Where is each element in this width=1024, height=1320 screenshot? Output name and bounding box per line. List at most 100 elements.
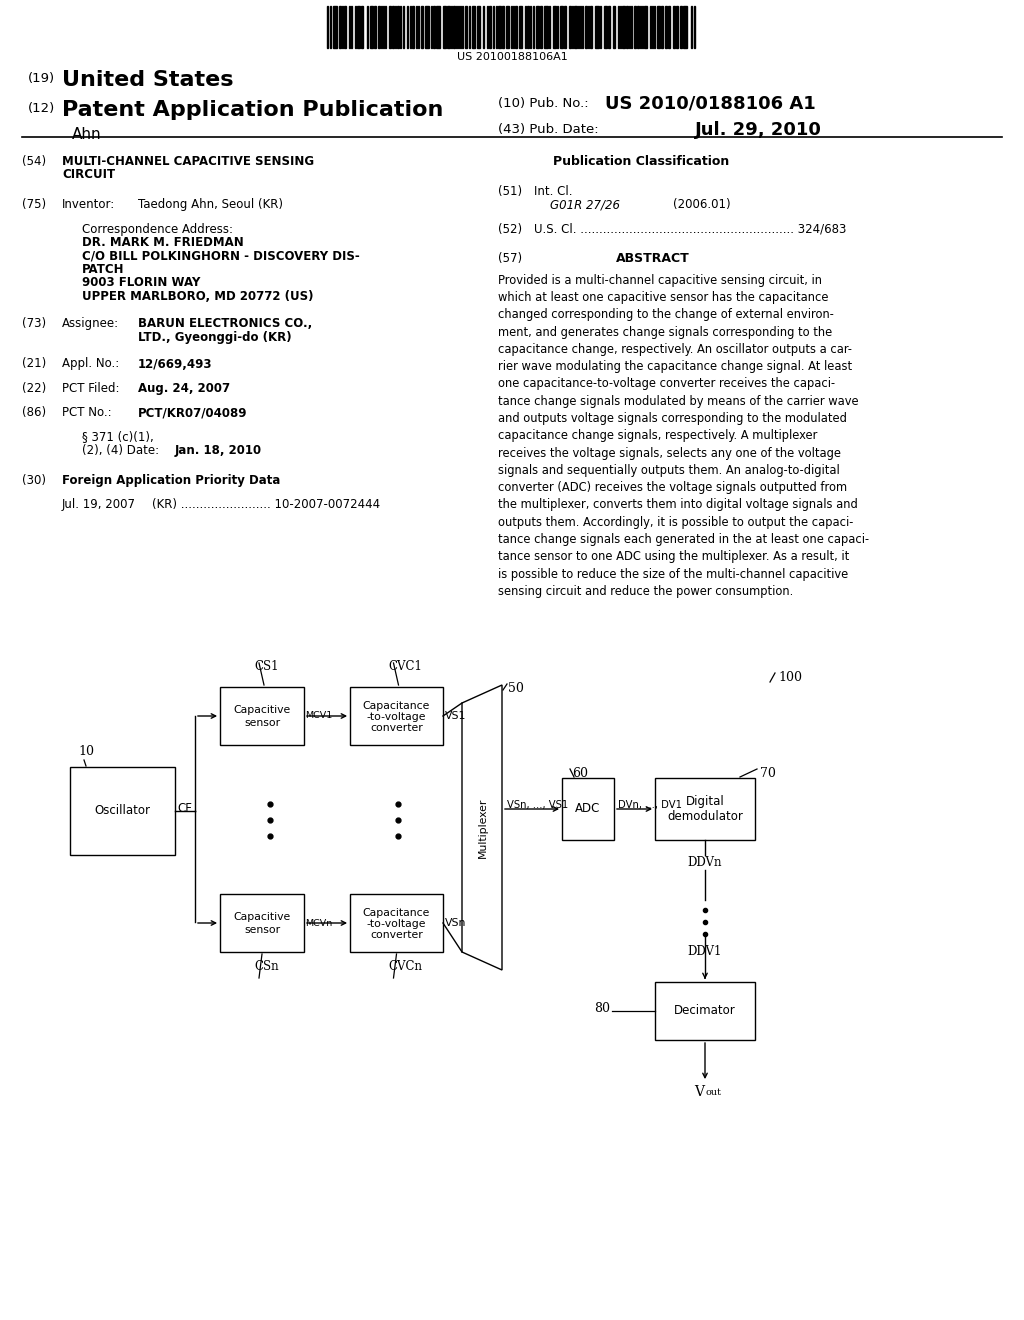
Bar xyxy=(662,7,663,48)
Text: (12): (12) xyxy=(28,102,55,115)
Text: changed corresponding to the change of external environ-: changed corresponding to the change of e… xyxy=(498,309,834,321)
Bar xyxy=(465,7,467,48)
Bar xyxy=(519,7,522,48)
Bar xyxy=(477,7,480,48)
Text: U.S. Cl. ......................................................... 324/683: U.S. Cl. ...............................… xyxy=(534,223,847,235)
Bar xyxy=(527,7,529,48)
Text: CSn: CSn xyxy=(254,960,279,973)
Text: (10) Pub. No.:: (10) Pub. No.: xyxy=(498,96,589,110)
Text: and outputs voltage signals corresponding to the modulated: and outputs voltage signals correspondin… xyxy=(498,412,847,425)
Bar xyxy=(425,7,429,48)
Text: Patent Application Publication: Patent Application Publication xyxy=(62,100,443,120)
Bar xyxy=(655,982,755,1040)
Bar xyxy=(536,7,539,48)
Bar xyxy=(389,7,391,48)
Text: VSn: VSn xyxy=(445,917,466,928)
Text: receives the voltage signals, selects any one of the voltage: receives the voltage signals, selects an… xyxy=(498,446,841,459)
Bar xyxy=(220,686,304,744)
Bar xyxy=(489,7,490,48)
Bar xyxy=(569,7,571,48)
Text: Jul. 19, 2007: Jul. 19, 2007 xyxy=(62,498,136,511)
Text: 50: 50 xyxy=(508,682,524,696)
Bar xyxy=(562,777,614,840)
Text: CS1: CS1 xyxy=(254,660,279,673)
Bar xyxy=(626,7,628,48)
Text: MULTI-CHANNEL CAPACITIVE SENSING: MULTI-CHANNEL CAPACITIVE SENSING xyxy=(62,154,314,168)
Text: DDV1: DDV1 xyxy=(688,945,722,958)
Text: Publication Classification: Publication Classification xyxy=(553,154,729,168)
Bar xyxy=(564,7,566,48)
Bar xyxy=(676,7,678,48)
Text: (75): (75) xyxy=(22,198,46,211)
Text: MCV1: MCV1 xyxy=(305,711,332,721)
Text: (30): (30) xyxy=(22,474,46,487)
Text: 80: 80 xyxy=(594,1002,610,1015)
Text: 12/669,493: 12/669,493 xyxy=(138,358,213,371)
Text: (51): (51) xyxy=(498,185,522,198)
Text: -to-voltage: -to-voltage xyxy=(367,711,426,722)
Bar xyxy=(604,7,607,48)
Bar xyxy=(634,7,636,48)
Bar xyxy=(595,7,599,48)
Text: (54): (54) xyxy=(22,154,46,168)
Bar xyxy=(370,7,373,48)
Text: PATCH: PATCH xyxy=(82,263,125,276)
Text: Ahn: Ahn xyxy=(72,127,101,143)
Text: (52): (52) xyxy=(498,223,522,235)
Text: tance change signals modulated by means of the carrier wave: tance change signals modulated by means … xyxy=(498,395,859,408)
Text: sensing circuit and reduce the power consumption.: sensing circuit and reduce the power con… xyxy=(498,585,794,598)
Bar xyxy=(560,7,563,48)
Bar xyxy=(506,7,509,48)
Bar xyxy=(220,894,304,952)
Text: VSn, ..., VS1: VSn, ..., VS1 xyxy=(507,800,568,810)
Text: 100: 100 xyxy=(778,671,802,684)
Text: Capacitance: Capacitance xyxy=(362,908,430,917)
Text: converter: converter xyxy=(370,931,423,940)
Text: Foreign Application Priority Data: Foreign Application Priority Data xyxy=(62,474,281,487)
Bar xyxy=(453,7,455,48)
Text: (86): (86) xyxy=(22,407,46,418)
Text: CIRCUIT: CIRCUIT xyxy=(62,169,115,181)
Text: Assignee:: Assignee: xyxy=(62,317,119,330)
Text: Inventor:: Inventor: xyxy=(62,198,116,211)
Text: CF: CF xyxy=(177,803,191,816)
Text: PCT Filed:: PCT Filed: xyxy=(62,381,120,395)
Bar xyxy=(436,7,440,48)
Bar xyxy=(544,7,548,48)
Bar xyxy=(622,7,625,48)
Text: Taedong Ahn, Seoul (KR): Taedong Ahn, Seoul (KR) xyxy=(138,198,283,211)
Text: Digital: Digital xyxy=(686,795,724,808)
Text: (43) Pub. Date:: (43) Pub. Date: xyxy=(498,123,599,136)
Text: 60: 60 xyxy=(572,767,588,780)
Text: ment, and generates change signals corresponding to the: ment, and generates change signals corre… xyxy=(498,326,833,339)
Text: -to-voltage: -to-voltage xyxy=(367,919,426,929)
Text: tance change signals each generated in the at least one capaci-: tance change signals each generated in t… xyxy=(498,533,869,546)
Text: 9003 FLORIN WAY: 9003 FLORIN WAY xyxy=(82,276,201,289)
Text: 70: 70 xyxy=(760,767,776,780)
Bar xyxy=(608,7,610,48)
Text: DVn, ..., DV1: DVn, ..., DV1 xyxy=(618,800,682,810)
Bar xyxy=(498,7,501,48)
Text: Appl. No.:: Appl. No.: xyxy=(62,358,119,371)
Bar xyxy=(673,7,675,48)
Text: C/O BILL POLKINGHORN - DISCOVERY DIS-: C/O BILL POLKINGHORN - DISCOVERY DIS- xyxy=(82,249,359,263)
Bar xyxy=(665,7,667,48)
Text: (73): (73) xyxy=(22,317,46,330)
Bar xyxy=(637,7,639,48)
Text: Int. Cl.: Int. Cl. xyxy=(534,185,572,198)
Bar xyxy=(502,7,504,48)
Bar xyxy=(357,7,360,48)
Text: DR. MARK M. FRIEDMAN: DR. MARK M. FRIEDMAN xyxy=(82,236,244,249)
Text: ABSTRACT: ABSTRACT xyxy=(616,252,690,265)
Bar xyxy=(644,7,647,48)
Text: VS1: VS1 xyxy=(445,711,466,721)
Text: (KR) ........................ 10-2007-0072444: (KR) ........................ 10-2007-00… xyxy=(152,498,380,511)
Text: Capacitive: Capacitive xyxy=(233,705,291,715)
Text: V: V xyxy=(694,1085,705,1100)
Text: signals and sequentially outputs them. An analog-to-digital: signals and sequentially outputs them. A… xyxy=(498,463,840,477)
Text: sensor: sensor xyxy=(244,718,280,729)
Bar xyxy=(657,7,660,48)
Text: outputs them. Accordingly, it is possible to output the capaci-: outputs them. Accordingly, it is possibl… xyxy=(498,516,853,529)
Bar xyxy=(680,7,682,48)
Text: Jul. 29, 2010: Jul. 29, 2010 xyxy=(695,121,822,139)
